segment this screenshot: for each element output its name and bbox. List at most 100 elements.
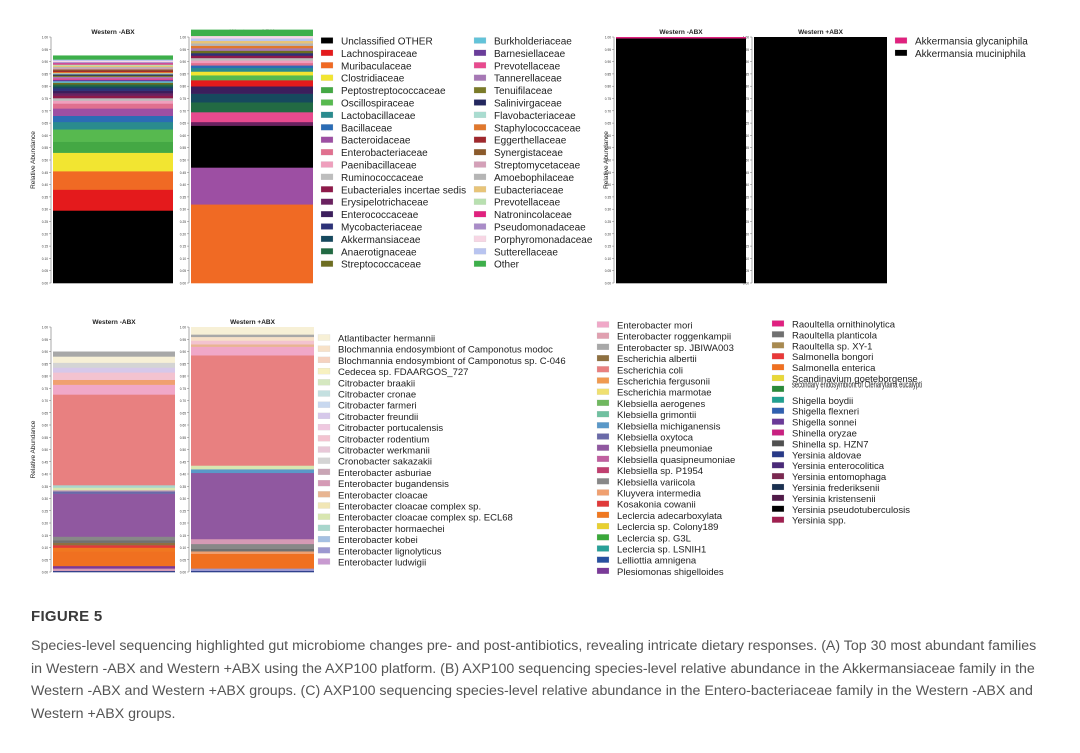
legend-swatch	[317, 513, 331, 520]
y-tick-label: 0.95	[180, 338, 186, 342]
bar-segment	[53, 351, 175, 357]
legend-swatch	[771, 353, 785, 360]
legend-label: Klebsiella quasipneumoniae	[617, 455, 735, 466]
legend-label: Eubacteriaceae	[494, 185, 564, 196]
bar-segment	[53, 81, 173, 83]
y-tick-label: 0.30	[42, 208, 48, 212]
bar-segment	[191, 65, 313, 69]
y-tick-label: 0.70	[605, 109, 611, 113]
legend-swatch	[473, 124, 487, 131]
y-tick-label: 0.20	[42, 232, 48, 236]
bar-segment	[191, 568, 314, 572]
legend-swatch	[596, 455, 610, 462]
y-tick-label: 0.25	[42, 220, 48, 224]
legend-swatch	[317, 457, 331, 464]
legend-swatch	[320, 124, 334, 131]
bar-segment	[53, 491, 175, 494]
bar-segment	[53, 568, 175, 572]
legend-swatch	[473, 173, 487, 180]
bar-segment	[191, 112, 313, 123]
legend-label: Leclercia adecarboxylata	[617, 511, 723, 522]
bar-segment	[191, 57, 313, 61]
bar-segment	[53, 64, 173, 66]
bar-segment	[191, 334, 314, 338]
y-axis-label: Relative Abundance	[30, 131, 37, 189]
y-tick-label: 0.45	[42, 171, 48, 175]
legend-label: Klebsiella variicola	[617, 477, 696, 488]
bar-segment	[191, 472, 314, 540]
bar-segment	[53, 86, 173, 89]
bar-title: Western +ABX	[230, 319, 276, 326]
legend-label: Unclassified OTHER	[341, 37, 433, 48]
legend-label: Akkermansiaceae	[341, 235, 421, 246]
legend-label: Enterobacter cloacae complex sp.	[338, 502, 481, 513]
legend-label: Kosakonia cowanii	[617, 500, 696, 511]
legend-label: Streptococcaceae	[341, 260, 421, 271]
y-tick-label: 0.40	[605, 183, 611, 187]
legend-swatch	[317, 468, 331, 475]
legend-label: Burkholderiaceae	[494, 37, 572, 48]
bar-segment	[191, 548, 314, 552]
legend-swatch	[771, 505, 785, 512]
bar-segment	[53, 76, 173, 79]
bar-segment	[53, 489, 175, 492]
bar-segment	[191, 67, 313, 72]
legend-label: Mycobacteriaceae	[341, 223, 423, 234]
legend-swatch	[771, 364, 785, 371]
y-tick-label: 0.70	[42, 109, 48, 113]
legend-label: Lelliottia amnigena	[617, 556, 697, 567]
legend-swatch	[320, 186, 334, 193]
legend-label: Paenibacillaceae	[341, 161, 417, 172]
y-tick-label: 1.00	[180, 326, 186, 330]
bar-segment	[53, 545, 175, 548]
bar-segment	[53, 108, 173, 117]
legend-label: Yersinia pseudotuberculosis	[792, 505, 910, 516]
y-tick-label: 0.75	[42, 387, 48, 391]
legend-label: Escherichia coli	[617, 365, 683, 376]
legend-swatch	[473, 37, 487, 44]
legend-label: Ruminococcaceae	[341, 173, 424, 184]
legend-swatch	[317, 480, 331, 487]
bar-segment	[53, 379, 175, 385]
legend-swatch	[473, 211, 487, 218]
figure-5-panels: 0.00 0.05 0.10 0.15 0.20 0.25 0.30 0.35 0.40 0.45…	[30, 29, 1028, 578]
legend-label: Salmonella bongori	[792, 352, 873, 363]
legend-swatch	[771, 342, 785, 349]
y-tick-label: 0.65	[180, 122, 186, 126]
y-tick-label: 0.65	[605, 122, 611, 126]
legend-swatch	[771, 385, 785, 392]
bar-segment	[53, 71, 173, 74]
legend-swatch	[473, 248, 487, 255]
panel-B: 0.00 0.05 0.10 0.15 0.20 0.25 0.30 0.35 0.40 0.45…	[603, 29, 1028, 286]
bar-segment	[53, 394, 175, 486]
y-tick-label: 0.05	[605, 269, 611, 273]
y-tick-label: 0.15	[180, 245, 186, 249]
legend-label: Porphyromonadaceae	[494, 235, 593, 246]
bar-segment	[53, 59, 173, 61]
bar-segment	[53, 72, 173, 75]
bar-segment	[53, 570, 175, 573]
bar-title: Western -ABX	[659, 29, 703, 36]
legend-swatch	[473, 186, 487, 193]
y-tick-label: 1.00	[42, 36, 48, 40]
legend-label: Raoultella planticola	[792, 330, 878, 341]
legend-label: Enterobacter sp. JBIWA003	[617, 343, 734, 354]
legend-swatch	[596, 343, 610, 350]
legend-swatch	[320, 111, 334, 119]
bar-segment	[53, 90, 173, 94]
legend-swatch	[771, 331, 785, 338]
legend-label: Citrobacter braakii	[338, 378, 415, 389]
y-tick-label: 0.90	[42, 350, 48, 354]
bar-segment	[616, 38, 746, 284]
legend-swatch	[317, 435, 331, 442]
legend-label: Leclercia sp. LSNIH1	[617, 545, 706, 556]
legend-swatch	[320, 37, 334, 44]
legend-swatch	[596, 556, 610, 563]
y-tick-label: 0.05	[42, 558, 48, 562]
legend-label: Yersinia entomophaga	[792, 472, 887, 483]
bar-segment	[53, 121, 173, 130]
bar-title: Western -ABX	[92, 319, 136, 326]
legend-label: Lachnospiraceae	[341, 49, 418, 60]
legend-label: Enterobacter cloacae complex sp. ECL68	[338, 513, 513, 524]
legend-label: Cronobacter sakazakii	[338, 457, 432, 468]
